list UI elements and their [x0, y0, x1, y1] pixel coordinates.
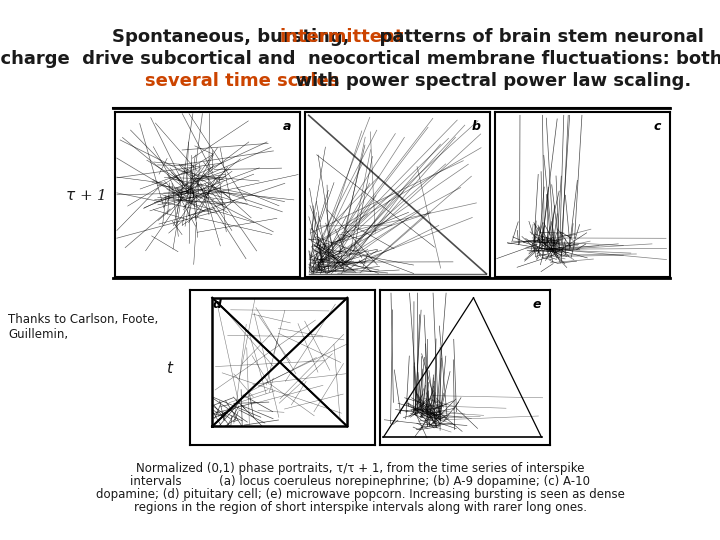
Text: $\tau$ + 1: $\tau$ + 1: [65, 187, 105, 202]
Text: several time scales: several time scales: [145, 72, 339, 90]
Text: with power spectral power law scaling.: with power spectral power law scaling.: [284, 72, 692, 90]
Text: $t$: $t$: [166, 360, 174, 376]
Text: intervals          (a) locus coeruleus norepinephrine; (b) A-9 dopamine; (c) A-1: intervals (a) locus coeruleus norepineph…: [130, 475, 590, 488]
Text: Normalized (0,1) phase portraits, τ/τ + 1, from the time series of interspike: Normalized (0,1) phase portraits, τ/τ + …: [136, 462, 584, 475]
Text: d: d: [212, 298, 221, 310]
Text: b: b: [472, 120, 481, 133]
Text: e: e: [533, 298, 541, 310]
Text: intermittent: intermittent: [279, 28, 404, 46]
Text: Spontaneous, bursting,: Spontaneous, bursting,: [112, 28, 356, 46]
Text: Thanks to Carlson, Foote,
Guillemin,: Thanks to Carlson, Foote, Guillemin,: [8, 313, 158, 341]
Text: discharge  drive subcortical and  neocortical membrane fluctuations: both at: discharge drive subcortical and neocorti…: [0, 50, 720, 68]
Text: dopamine; (d) pituitary cell; (e) microwave popcorn. Increasing bursting is seen: dopamine; (d) pituitary cell; (e) microw…: [96, 488, 624, 501]
Text: patterns of brain stem neuronal: patterns of brain stem neuronal: [367, 28, 704, 46]
Text: regions in the region of short interspike intervals along with rarer long ones.: regions in the region of short interspik…: [133, 501, 587, 514]
Text: c: c: [654, 120, 661, 133]
Text: a: a: [282, 120, 291, 133]
